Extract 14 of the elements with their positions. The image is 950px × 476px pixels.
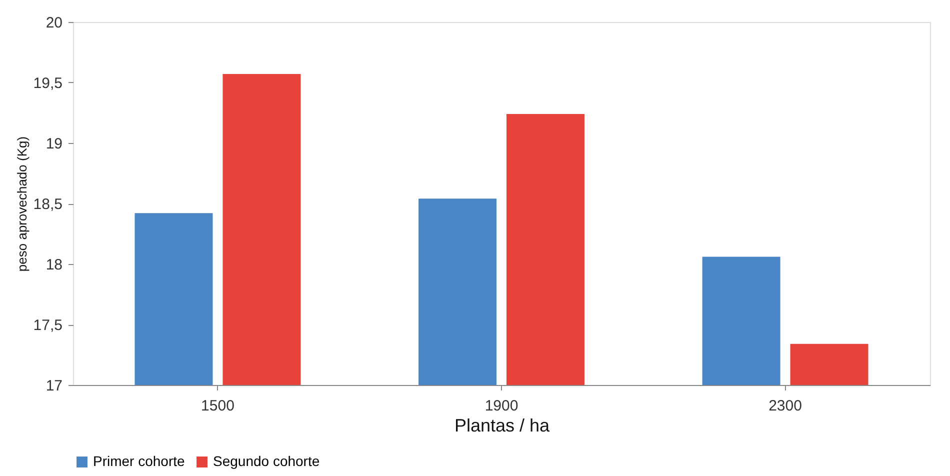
y-tick-label: 17 bbox=[46, 378, 62, 394]
x-tick-label: 1900 bbox=[484, 398, 518, 414]
legend-label: Primer cohorte bbox=[93, 453, 186, 469]
x-tick-label: 2300 bbox=[768, 398, 802, 414]
x-axis-title: Plantas / ha bbox=[454, 416, 551, 436]
legend-label: Segundo cohorte bbox=[213, 453, 320, 469]
y-axis-title: peso aprovechado (Kg) bbox=[14, 136, 30, 272]
y-tick-label: 19,5 bbox=[33, 75, 62, 92]
x-tick-label: 1500 bbox=[201, 398, 234, 414]
y-tick-label: 19 bbox=[46, 136, 62, 152]
y-tick-label: 18 bbox=[46, 256, 62, 274]
y-tick-label: 20 bbox=[46, 14, 62, 32]
y-tick-label: 17,5 bbox=[33, 317, 62, 334]
y-tick-label: 18,5 bbox=[33, 196, 62, 213]
